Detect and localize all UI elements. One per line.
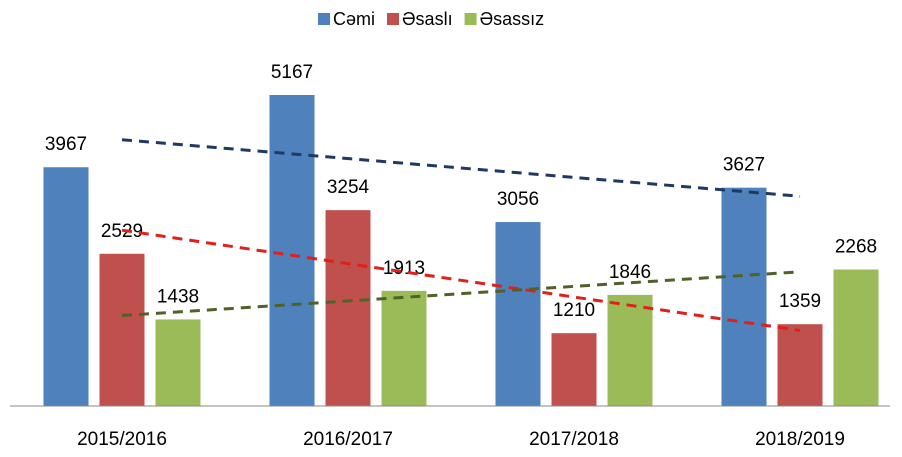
- data-label: 3056: [497, 189, 539, 210]
- x-tick-label: 2017/2018: [529, 429, 619, 450]
- legend-label: Əsassız: [480, 9, 545, 29]
- bar: [607, 294, 653, 406]
- bar: [551, 333, 597, 406]
- data-label: 1210: [553, 300, 595, 321]
- data-label: 1359: [779, 291, 821, 312]
- x-tick-label: 2018/2019: [755, 429, 845, 450]
- data-label: 1846: [609, 262, 651, 283]
- data-label: 3254: [327, 177, 370, 198]
- trendline: [121, 270, 801, 318]
- trendline: [121, 138, 801, 198]
- data-label: 2268: [835, 237, 877, 258]
- bar: [495, 222, 541, 406]
- bar: [155, 319, 201, 406]
- legend-swatch: [318, 13, 330, 25]
- bar: [269, 95, 315, 406]
- legend-swatch: [387, 13, 400, 25]
- bar: [381, 290, 427, 406]
- data-label: 5167: [271, 62, 313, 83]
- trendline: [121, 228, 801, 332]
- legend-label: Cəmi: [333, 9, 375, 29]
- x-tick-label: 2016/2017: [303, 429, 393, 450]
- bar: [777, 324, 823, 406]
- bar: [325, 210, 371, 406]
- data-label: 1913: [383, 258, 425, 279]
- legend-swatch: [464, 13, 477, 25]
- bar: [721, 187, 767, 406]
- data-label: 1438: [157, 286, 199, 307]
- data-label: 3627: [723, 155, 765, 176]
- data-label: 3967: [45, 134, 87, 155]
- x-tick-label: 2015/2016: [77, 429, 167, 450]
- bar: [833, 269, 879, 406]
- legend-label: Əsaslı: [402, 9, 453, 29]
- bar: [43, 167, 89, 406]
- bar: [99, 253, 145, 406]
